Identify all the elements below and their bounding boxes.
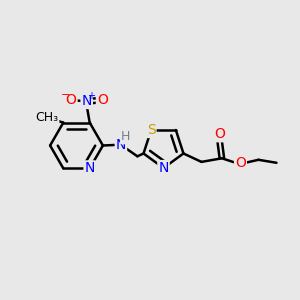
Text: N: N [82,94,92,108]
Text: O: O [97,93,108,107]
Text: O: O [235,156,246,170]
Text: −: − [61,90,70,100]
Text: CH₃: CH₃ [35,111,58,124]
Text: N: N [116,138,126,152]
Text: N: N [158,161,169,175]
Text: H: H [121,130,130,143]
Text: O: O [214,127,225,141]
Text: O: O [66,93,76,107]
Text: S: S [147,123,155,137]
Text: +: + [88,91,95,100]
Text: N: N [85,161,95,176]
